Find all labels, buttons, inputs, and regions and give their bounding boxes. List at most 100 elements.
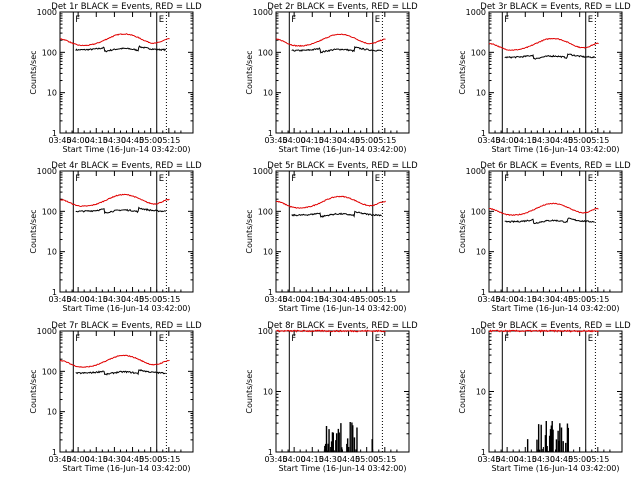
x-tick-label: 04:15 bbox=[301, 455, 324, 464]
x-tick-label: 04:00 bbox=[67, 136, 90, 145]
x-axis-label: Start Time (16-Jun-14 03:42:00) bbox=[279, 304, 407, 313]
events-series bbox=[75, 45, 167, 53]
events-series bbox=[507, 421, 586, 453]
events-series bbox=[75, 206, 167, 215]
events-series bbox=[291, 45, 382, 54]
y-tick-label: 10 bbox=[263, 248, 273, 257]
panel-title: Det 1r BLACK = Events, RED = LLD bbox=[51, 2, 202, 12]
x-axis-label: Start Time (16-Jun-14 03:42:00) bbox=[279, 145, 407, 154]
events-series bbox=[504, 217, 595, 225]
detector-panel-9: Det 9r BLACK = Events, RED = LLD 1 10 100 03… bbox=[458, 321, 631, 473]
plot-frame bbox=[275, 11, 410, 134]
x-tick-label: 04:00 bbox=[283, 136, 306, 145]
x-tick-label: 04:45 bbox=[550, 455, 573, 464]
y-axis-label: Counts/sec bbox=[245, 50, 254, 94]
x-tick-label: 03:45 bbox=[264, 455, 287, 464]
lld-series bbox=[488, 37, 599, 51]
y-axis-label: Counts/sec bbox=[29, 50, 38, 94]
x-tick-label: 04:15 bbox=[85, 136, 108, 145]
y-tick-label: 1000 bbox=[466, 167, 486, 176]
y-tick-label: 10 bbox=[476, 89, 486, 98]
x-tick-label: 04:15 bbox=[301, 136, 324, 145]
lld-series bbox=[59, 354, 170, 368]
x-tick-label: 04:00 bbox=[283, 455, 306, 464]
x-tick-label: 03:45 bbox=[48, 295, 71, 304]
panel-title: Det 7r BLACK = Events, RED = LLD bbox=[51, 321, 202, 331]
y-axis-label: Counts/sec bbox=[458, 50, 467, 94]
x-tick-label: 05:15 bbox=[157, 136, 180, 145]
events-series bbox=[294, 421, 373, 453]
x-tick-label: 03:45 bbox=[477, 136, 500, 145]
x-axis-label: Start Time (16-Jun-14 03:42:00) bbox=[63, 145, 191, 154]
lld-series bbox=[59, 33, 170, 47]
y-tick-label: 1000 bbox=[37, 8, 57, 17]
y-tick-label: 1000 bbox=[253, 167, 273, 176]
x-tick-label: 05:00 bbox=[568, 455, 591, 464]
time-marker-label: E bbox=[588, 15, 593, 25]
time-marker-label: F bbox=[75, 15, 80, 25]
x-axis-label: Start Time (16-Jun-14 03:42:00) bbox=[63, 304, 191, 313]
x-tick-label: 03:45 bbox=[264, 136, 287, 145]
x-tick-label: 05:15 bbox=[157, 295, 180, 304]
x-tick-label: 04:30 bbox=[319, 136, 342, 145]
x-tick-label: 04:30 bbox=[103, 295, 126, 304]
x-tick-label: 04:45 bbox=[337, 136, 360, 145]
x-tick-label: 04:30 bbox=[103, 455, 126, 464]
x-tick-label: 05:15 bbox=[586, 455, 609, 464]
x-tick-label: 04:45 bbox=[550, 295, 573, 304]
x-tick-label: 04:45 bbox=[121, 295, 144, 304]
x-tick-label: 05:00 bbox=[139, 295, 162, 304]
x-tick-label: 05:00 bbox=[355, 136, 378, 145]
y-tick-label: 100 bbox=[42, 367, 57, 376]
y-tick-label: 100 bbox=[471, 207, 486, 216]
y-tick-label: 1 bbox=[268, 129, 273, 138]
x-tick-label: 03:45 bbox=[48, 136, 71, 145]
plot-frame bbox=[275, 330, 410, 453]
x-axis-label: Start Time (16-Jun-14 03:42:00) bbox=[492, 145, 620, 154]
x-tick-label: 03:45 bbox=[477, 295, 500, 304]
x-tick-label: 05:00 bbox=[568, 295, 591, 304]
x-tick-label: 04:00 bbox=[496, 136, 519, 145]
x-tick-label: 05:00 bbox=[355, 295, 378, 304]
time-marker-label: F bbox=[75, 174, 80, 184]
x-tick-label: 04:00 bbox=[67, 455, 90, 464]
plot-frame bbox=[488, 170, 623, 293]
events-series bbox=[75, 368, 166, 376]
x-tick-label: 04:15 bbox=[514, 455, 537, 464]
y-tick-label: 1000 bbox=[37, 167, 57, 176]
panel-title: Det 3r BLACK = Events, RED = LLD bbox=[480, 2, 631, 12]
x-tick-label: 05:15 bbox=[157, 455, 180, 464]
y-tick-label: 1000 bbox=[37, 327, 57, 336]
lld-series bbox=[275, 195, 386, 209]
x-axis-label: Start Time (16-Jun-14 03:42:00) bbox=[492, 464, 620, 473]
lld-series bbox=[275, 329, 386, 333]
x-tick-label: 05:15 bbox=[586, 136, 609, 145]
y-axis-label: Counts/sec bbox=[458, 369, 467, 413]
panel-title: Det 8r BLACK = Events, RED = LLD bbox=[267, 321, 418, 331]
y-axis-label: Counts/sec bbox=[458, 209, 467, 253]
y-tick-label: 1 bbox=[52, 288, 57, 297]
y-tick-label: 10 bbox=[47, 408, 57, 417]
y-tick-label: 1 bbox=[481, 288, 486, 297]
x-tick-label: 04:15 bbox=[301, 295, 324, 304]
y-tick-label: 1000 bbox=[253, 8, 273, 17]
y-tick-label: 10 bbox=[476, 388, 486, 397]
y-tick-label: 100 bbox=[42, 48, 57, 57]
plot-frame bbox=[488, 330, 623, 453]
events-series bbox=[291, 210, 382, 218]
panel-title: Det 4r BLACK = Events, RED = LLD bbox=[51, 161, 202, 171]
time-marker-label: F bbox=[291, 334, 296, 344]
detector-panel-4: Det 4r BLACK = Events, RED = LLD 1 10 100 10… bbox=[29, 161, 202, 313]
time-marker-label: F bbox=[75, 334, 80, 344]
time-marker-label: E bbox=[375, 15, 380, 25]
time-marker-label: E bbox=[588, 334, 593, 344]
time-marker-label: F bbox=[504, 15, 509, 25]
time-marker-label: F bbox=[504, 174, 509, 184]
x-tick-label: 04:15 bbox=[514, 136, 537, 145]
y-tick-label: 100 bbox=[258, 48, 273, 57]
x-tick-label: 03:45 bbox=[477, 455, 500, 464]
x-tick-label: 05:00 bbox=[568, 136, 591, 145]
y-tick-label: 10 bbox=[47, 89, 57, 98]
lld-series bbox=[275, 33, 386, 48]
y-tick-label: 10 bbox=[263, 89, 273, 98]
